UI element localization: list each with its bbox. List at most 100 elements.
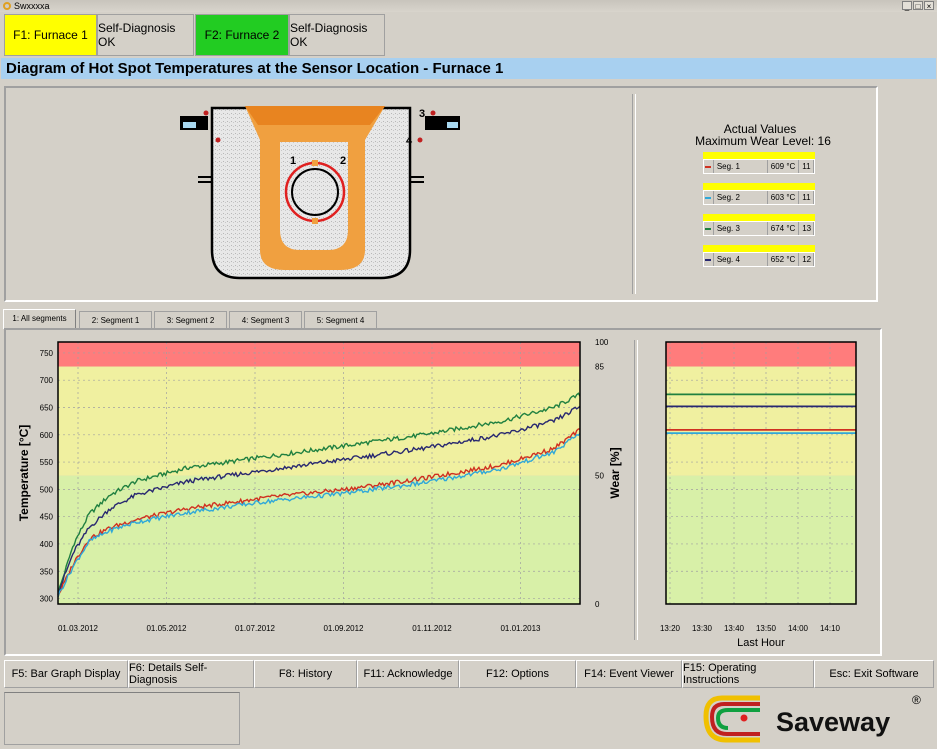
- y-tick-label: 550: [40, 458, 54, 467]
- x-tick-label: 13:20: [660, 624, 681, 633]
- segment-swatch: [705, 165, 712, 168]
- zone-band: [58, 366, 580, 476]
- self-diagnosis-2-label: Self-Diagnosis OK: [290, 21, 368, 49]
- segment-wear: 12: [799, 253, 814, 266]
- operating-instructions-button[interactable]: F15: Operating Instructions: [682, 660, 814, 688]
- x-tick-label: 01.05.2012: [146, 624, 187, 633]
- tab-segment-1[interactable]: 2: Segment 1: [79, 311, 152, 328]
- segment-row: Seg. 2 603 °C 11: [703, 190, 815, 205]
- series-line: [57, 405, 581, 596]
- tab-segment-4-label: 5: Segment 4: [316, 316, 365, 325]
- y-tick-label: 450: [40, 513, 54, 522]
- tab-segment-3-label: 4: Segment 3: [241, 316, 290, 325]
- sensor-label-3: 3: [419, 108, 425, 120]
- acknowledge-button[interactable]: F11: Acknowledge: [357, 660, 459, 688]
- self-diagnosis-1-button[interactable]: Self-Diagnosis OK: [97, 14, 194, 56]
- x-tick-label: 13:40: [724, 624, 745, 633]
- options-label: F12: Options: [486, 668, 549, 680]
- tab-segment-2[interactable]: 3: Segment 2: [154, 311, 227, 328]
- x-tick-label: 14:10: [820, 624, 841, 633]
- status-area: [4, 692, 240, 745]
- window-titlebar: Swxxxxa _ □ ×: [0, 0, 937, 12]
- y-tick-label: 650: [40, 404, 54, 413]
- x-tick-label: 13:30: [692, 624, 713, 633]
- y-tick-label: 600: [40, 431, 54, 440]
- tab-segment-4[interactable]: 5: Segment 4: [304, 311, 377, 328]
- y-tick-label: 350: [40, 567, 54, 576]
- zone-band: [58, 342, 580, 367]
- segment-row: Seg. 3 674 °C 13: [703, 221, 815, 236]
- app-icon: [3, 2, 11, 10]
- exit-software-label: Esc: Exit Software: [829, 668, 919, 680]
- series-line: [57, 392, 581, 595]
- furnace-2-button[interactable]: F2: Furnace 2: [195, 14, 289, 56]
- y-axis-label: Temperature [°C]: [17, 425, 31, 522]
- acknowledge-label: F11: Acknowledge: [363, 668, 453, 680]
- y-tick-label: 700: [40, 376, 54, 385]
- right-tick-label: 50: [595, 472, 604, 481]
- segment-wear: 13: [799, 222, 814, 235]
- self-diagnosis-1-label: Self-Diagnosis OK: [98, 21, 176, 49]
- y-tick-label: 300: [40, 595, 54, 604]
- segment-temp: 652 °C: [768, 253, 800, 266]
- sensor-dot-3: [430, 110, 436, 116]
- segment-name: Seg. 1: [714, 160, 768, 173]
- segment-row: Seg. 1 609 °C 11: [703, 159, 815, 174]
- saveway-logo-icon: [703, 695, 760, 743]
- chart-divider: [634, 340, 638, 640]
- registered-mark: ®: [912, 693, 921, 707]
- close-icon[interactable]: ×: [924, 1, 934, 11]
- x-tick-label: 01.11.2012: [412, 624, 452, 633]
- segment-table: Seg. 1 609 °C 11 Seg. 2 603 °C 11 Seg. 3 674 °C…: [703, 152, 815, 267]
- segment-temp: 609 °C: [768, 160, 800, 173]
- x-tick-label: 01.07.2012: [235, 624, 276, 633]
- sensor-label-1: 1: [290, 155, 296, 167]
- temperature-chart: 30035040045050055060065070075001.03.2012…: [17, 338, 622, 633]
- maximize-icon[interactable]: □: [913, 1, 923, 11]
- segment-swatch: [705, 258, 712, 261]
- segment-wear: 11: [799, 191, 814, 204]
- sensor-label-2: 2: [340, 155, 346, 167]
- x-axis-label: Last Hour: [737, 637, 785, 649]
- last-hour-chart: 13:20 13:30 13:40 13:50 14:00 14:10 Last Hour: [660, 341, 857, 649]
- segment-name: Seg. 4: [714, 253, 768, 266]
- right-tick-label: 100: [595, 338, 609, 347]
- options-button[interactable]: F12: Options: [459, 660, 576, 688]
- event-viewer-button[interactable]: F14: Event Viewer: [576, 660, 682, 688]
- right-tick-label: 0: [595, 600, 600, 609]
- sensor-dot-4: [417, 137, 423, 143]
- x-tick-label: 01.01.2013: [500, 624, 541, 633]
- segment-name: Seg. 2: [714, 191, 768, 204]
- zone-band: [666, 342, 856, 367]
- segment-swatch: [705, 227, 712, 230]
- right-axis-label: Wear [%]: [608, 447, 622, 498]
- segment-name: Seg. 3: [714, 222, 768, 235]
- y-tick-label: 500: [40, 485, 54, 494]
- series-line: [57, 432, 581, 598]
- bar-graph-button[interactable]: F5: Bar Graph Display: [4, 660, 128, 688]
- details-self-diagnosis-label: F6: Details Self-Diagnosis: [129, 662, 208, 686]
- segment-highlight-bar: [703, 183, 815, 190]
- plot-frame: [57, 341, 581, 605]
- segment-wear: 11: [799, 160, 814, 173]
- self-diagnosis-2-button[interactable]: Self-Diagnosis OK: [289, 14, 385, 56]
- tab-segment-1-label: 2: Segment 1: [91, 316, 140, 325]
- history-button[interactable]: F8: History: [254, 660, 357, 688]
- tab-segment-3[interactable]: 4: Segment 3: [229, 311, 302, 328]
- plot-frame: [665, 341, 857, 605]
- event-viewer-label: F14: Event Viewer: [584, 668, 674, 680]
- segment-highlight-bar: [703, 245, 815, 252]
- series-line: [57, 428, 581, 598]
- furnace-1-button[interactable]: F1: Furnace 1: [4, 14, 97, 56]
- y-tick-label: 750: [40, 349, 54, 358]
- actual-values-heading: Actual Values: [723, 122, 797, 136]
- minimize-icon[interactable]: _: [902, 1, 912, 11]
- details-self-diagnosis-button[interactable]: F6: Details Self-Diagnosis: [128, 660, 254, 688]
- sensor-label-4: 4: [406, 135, 413, 147]
- segment-temp: 674 °C: [768, 222, 800, 235]
- right-tick-label: 85: [595, 363, 604, 372]
- tab-all-segments[interactable]: 1: All segments: [3, 309, 76, 329]
- segment-temp: 603 °C: [768, 191, 800, 204]
- exit-software-button[interactable]: Esc: Exit Software: [814, 660, 934, 688]
- x-tick-label: 01.09.2012: [323, 624, 364, 633]
